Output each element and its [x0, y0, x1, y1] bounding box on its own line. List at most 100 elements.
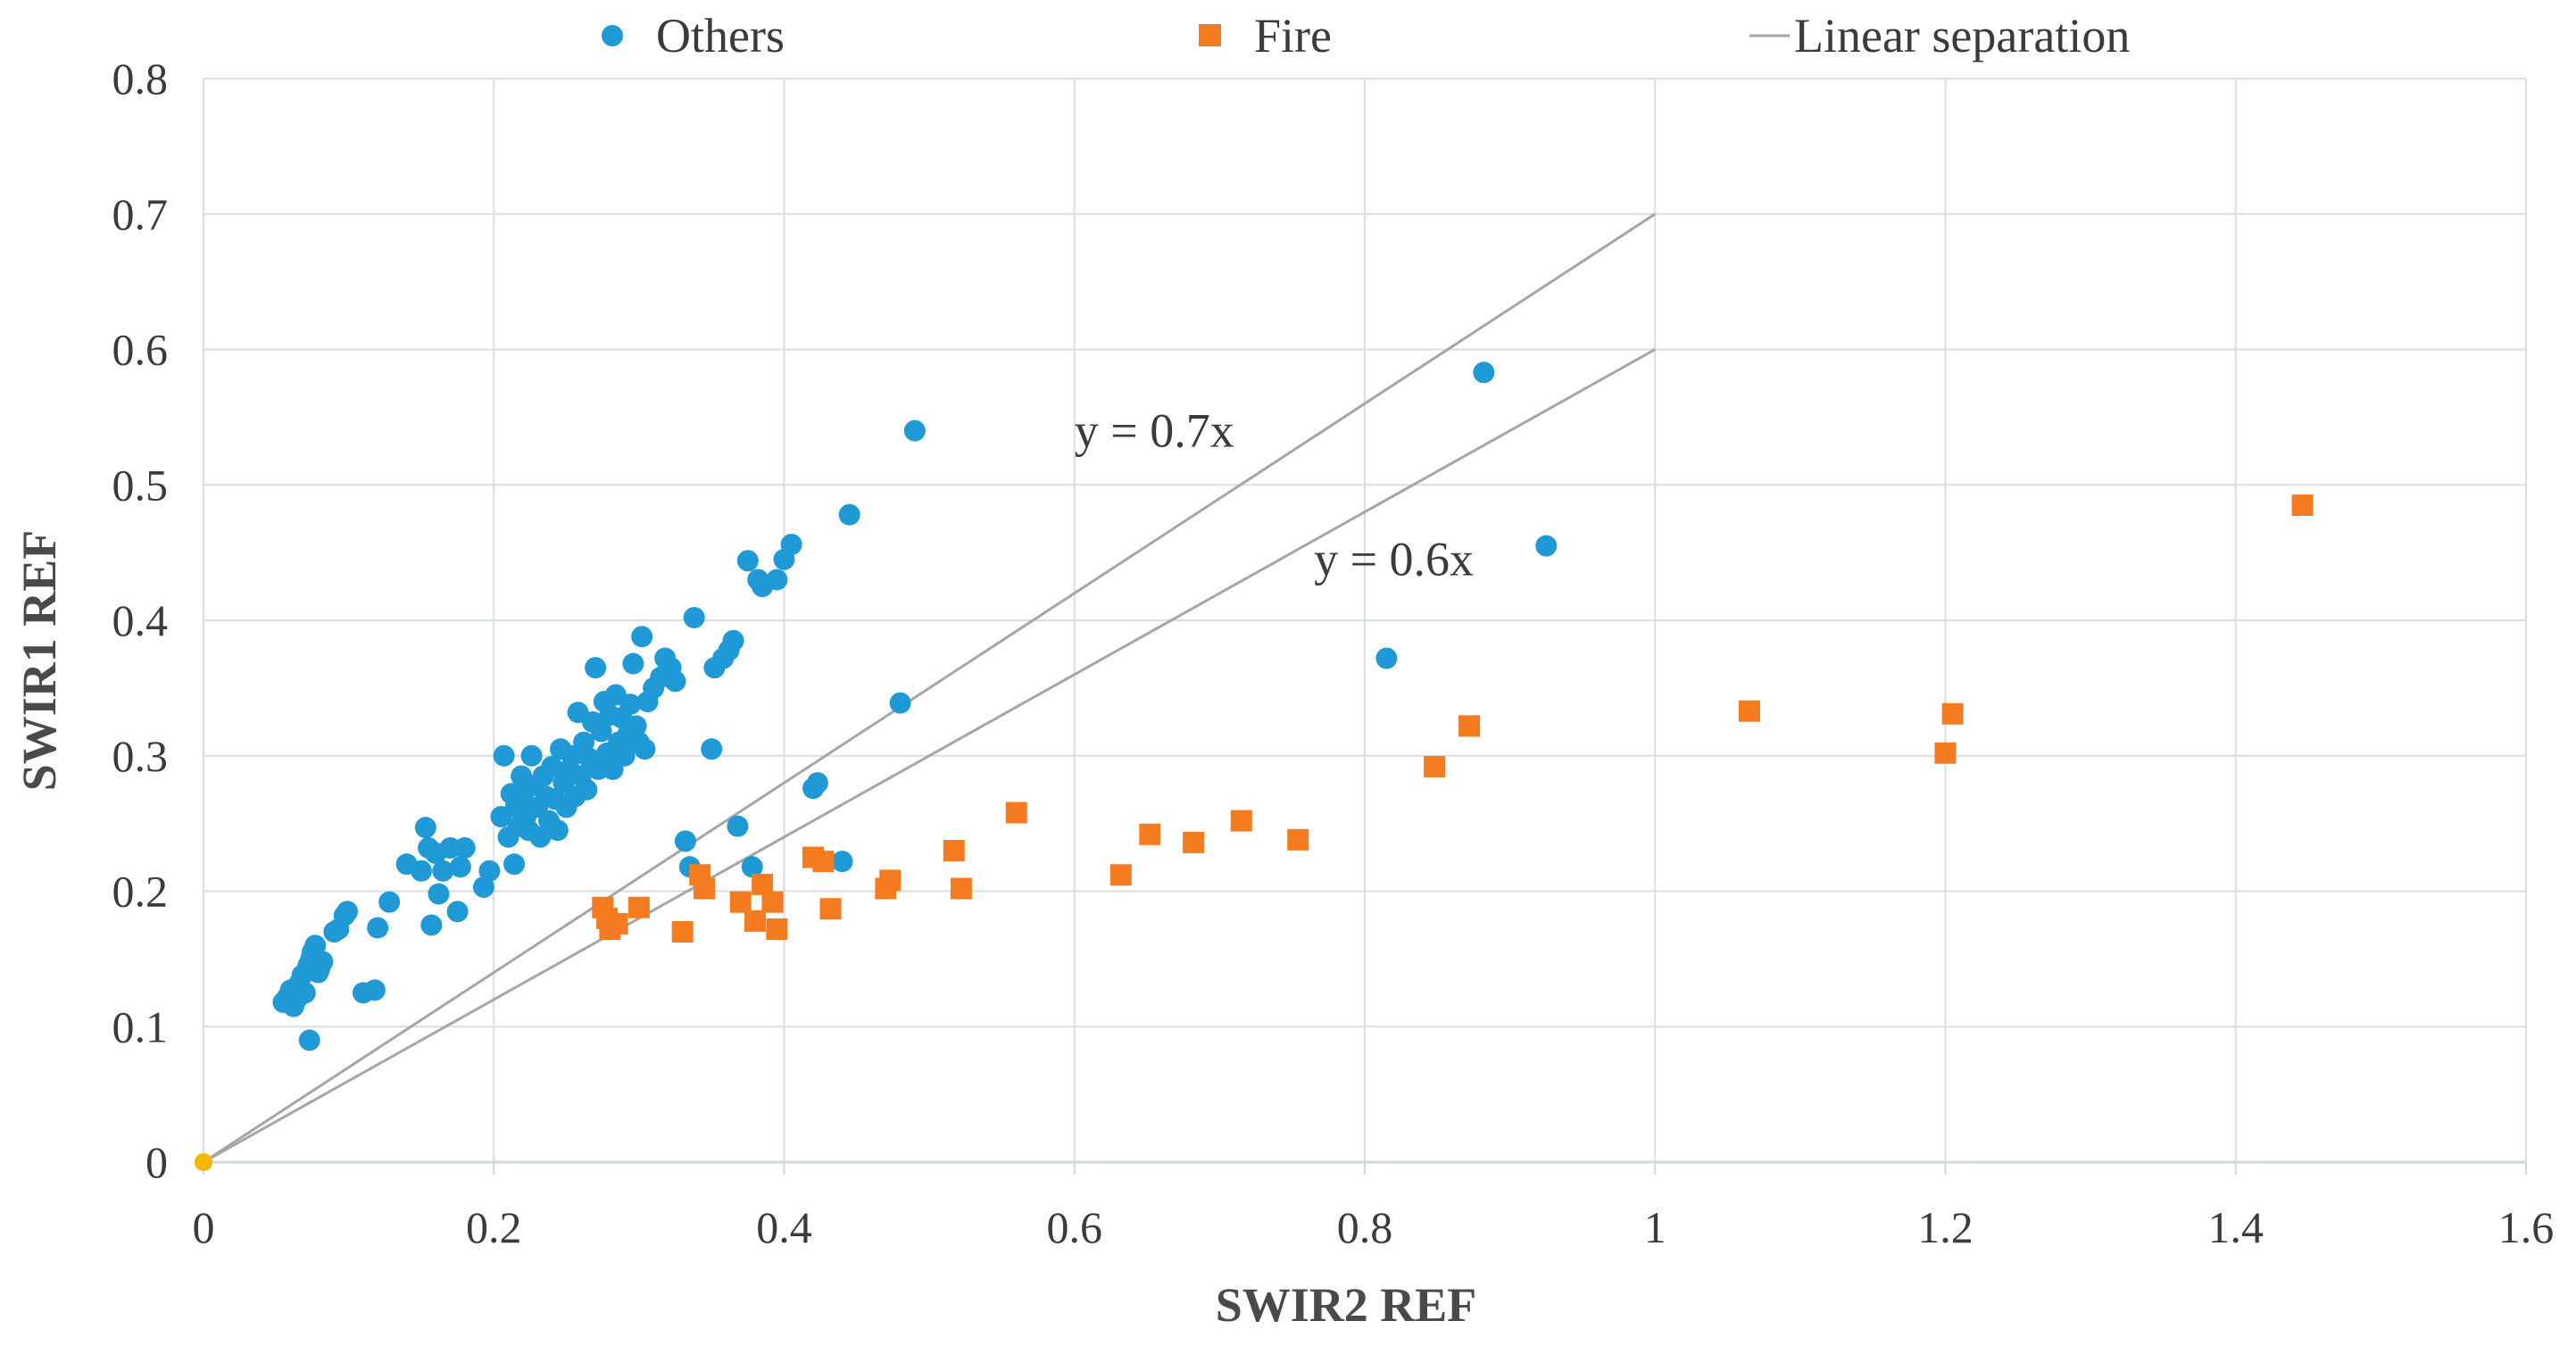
- others-point: [428, 883, 450, 905]
- others-point: [541, 755, 563, 777]
- others-point: [367, 917, 389, 939]
- labels: y = 0.7x y = 0.6x: [1075, 404, 1474, 586]
- fire-point: [950, 877, 972, 900]
- x-tick-label: 0.4: [756, 1202, 812, 1252]
- others-point: [741, 856, 763, 878]
- line-annotation: y = 0.7x: [1075, 404, 1234, 458]
- others-point: [619, 694, 642, 716]
- others-point: [573, 731, 595, 753]
- others-point: [312, 951, 334, 973]
- others-point: [493, 744, 515, 767]
- fire-point: [1424, 755, 1446, 777]
- others-point: [622, 652, 644, 675]
- others-point: [294, 982, 316, 1004]
- others-point: [625, 715, 647, 737]
- others-point: [664, 670, 686, 693]
- others-point: [722, 629, 744, 652]
- x-tick-label: 1.6: [2498, 1202, 2555, 1252]
- others-point: [674, 830, 696, 852]
- line-annotation: y = 0.6x: [1314, 533, 1474, 586]
- fire-point: [1005, 802, 1027, 824]
- fire-point: [1458, 715, 1481, 737]
- y-tick-label: 0.6: [112, 325, 169, 375]
- y-tick-label: 0.3: [112, 731, 169, 781]
- x-tick-label: 0.2: [466, 1202, 522, 1252]
- fire-point: [1738, 700, 1760, 722]
- others-point: [889, 692, 911, 714]
- fire-point: [1183, 831, 1205, 853]
- others-point: [453, 836, 476, 859]
- others-point: [336, 901, 358, 923]
- fire-point: [2291, 494, 2314, 517]
- fire-point: [1109, 864, 1132, 886]
- others-point: [304, 935, 327, 957]
- others-point: [831, 851, 853, 873]
- others-point: [1375, 647, 1398, 669]
- others-point: [780, 534, 802, 556]
- others-point: [520, 744, 543, 767]
- others-point: [378, 891, 401, 913]
- fire-point: [1287, 828, 1309, 851]
- others-point: [432, 860, 454, 882]
- fire-point: [1139, 823, 1161, 845]
- others-point: [446, 901, 469, 923]
- y-tick-label: 0.8: [112, 54, 169, 104]
- fire-point: [671, 921, 694, 943]
- others-point: [363, 979, 386, 1001]
- others-point: [683, 606, 705, 628]
- others-point: [736, 550, 759, 572]
- others-point: [420, 914, 443, 936]
- separation-line: [203, 348, 1656, 1164]
- others-point: [472, 876, 494, 898]
- others-point: [585, 657, 607, 679]
- others-point: [631, 626, 653, 648]
- legend-fire-label: Fire: [1254, 9, 1332, 62]
- fire-point: [729, 891, 752, 913]
- fire-point: [1230, 810, 1252, 832]
- fire-point: [766, 918, 788, 940]
- grid-lines: [203, 78, 2527, 1163]
- fire-point: [1941, 702, 1964, 725]
- others-point: [546, 819, 569, 842]
- y-tick-label: 0.5: [112, 460, 169, 510]
- others-point: [529, 826, 552, 848]
- y-tick-label: 0.1: [112, 1001, 169, 1051]
- separation-line: [203, 212, 1657, 1164]
- others-points: [272, 361, 1558, 1051]
- others-point: [701, 738, 723, 760]
- others-point: [298, 1029, 320, 1051]
- others-point: [449, 856, 471, 878]
- others-point: [613, 744, 636, 767]
- others-point: [903, 420, 926, 442]
- x-tick-label: 1.2: [1917, 1202, 1974, 1252]
- others-point: [838, 503, 860, 526]
- others-point: [576, 778, 598, 801]
- others-point: [503, 853, 526, 876]
- others-point: [766, 569, 788, 591]
- legend-fire-marker: [1199, 24, 1221, 46]
- fire-point: [943, 839, 965, 861]
- others-point: [478, 860, 501, 882]
- fire-point: [744, 910, 766, 932]
- x-tick-label: 1: [1644, 1202, 1666, 1252]
- others-point: [634, 738, 656, 760]
- x-tick-label: 1.4: [2208, 1202, 2264, 1252]
- others-point: [1473, 361, 1495, 384]
- legend-others-label: Others: [656, 9, 785, 62]
- others-point: [414, 817, 436, 839]
- fire-points: [195, 494, 2314, 1171]
- legend-line-label: Linear separation: [1794, 9, 2130, 62]
- fire-point: [1934, 742, 1957, 764]
- y-tick-label: 0.4: [112, 595, 169, 645]
- y-tick-label: 0.7: [112, 189, 169, 239]
- others-point: [410, 860, 432, 882]
- origin-point: [195, 1153, 212, 1171]
- x-tick-label: 0: [193, 1202, 215, 1252]
- fire-point: [761, 891, 784, 913]
- fire-point: [606, 912, 628, 935]
- fire-point: [879, 869, 902, 892]
- legend-others-marker: [602, 25, 623, 46]
- fire-point: [694, 877, 716, 900]
- y-tick-label: 0: [145, 1137, 168, 1187]
- others-point: [1535, 535, 1558, 557]
